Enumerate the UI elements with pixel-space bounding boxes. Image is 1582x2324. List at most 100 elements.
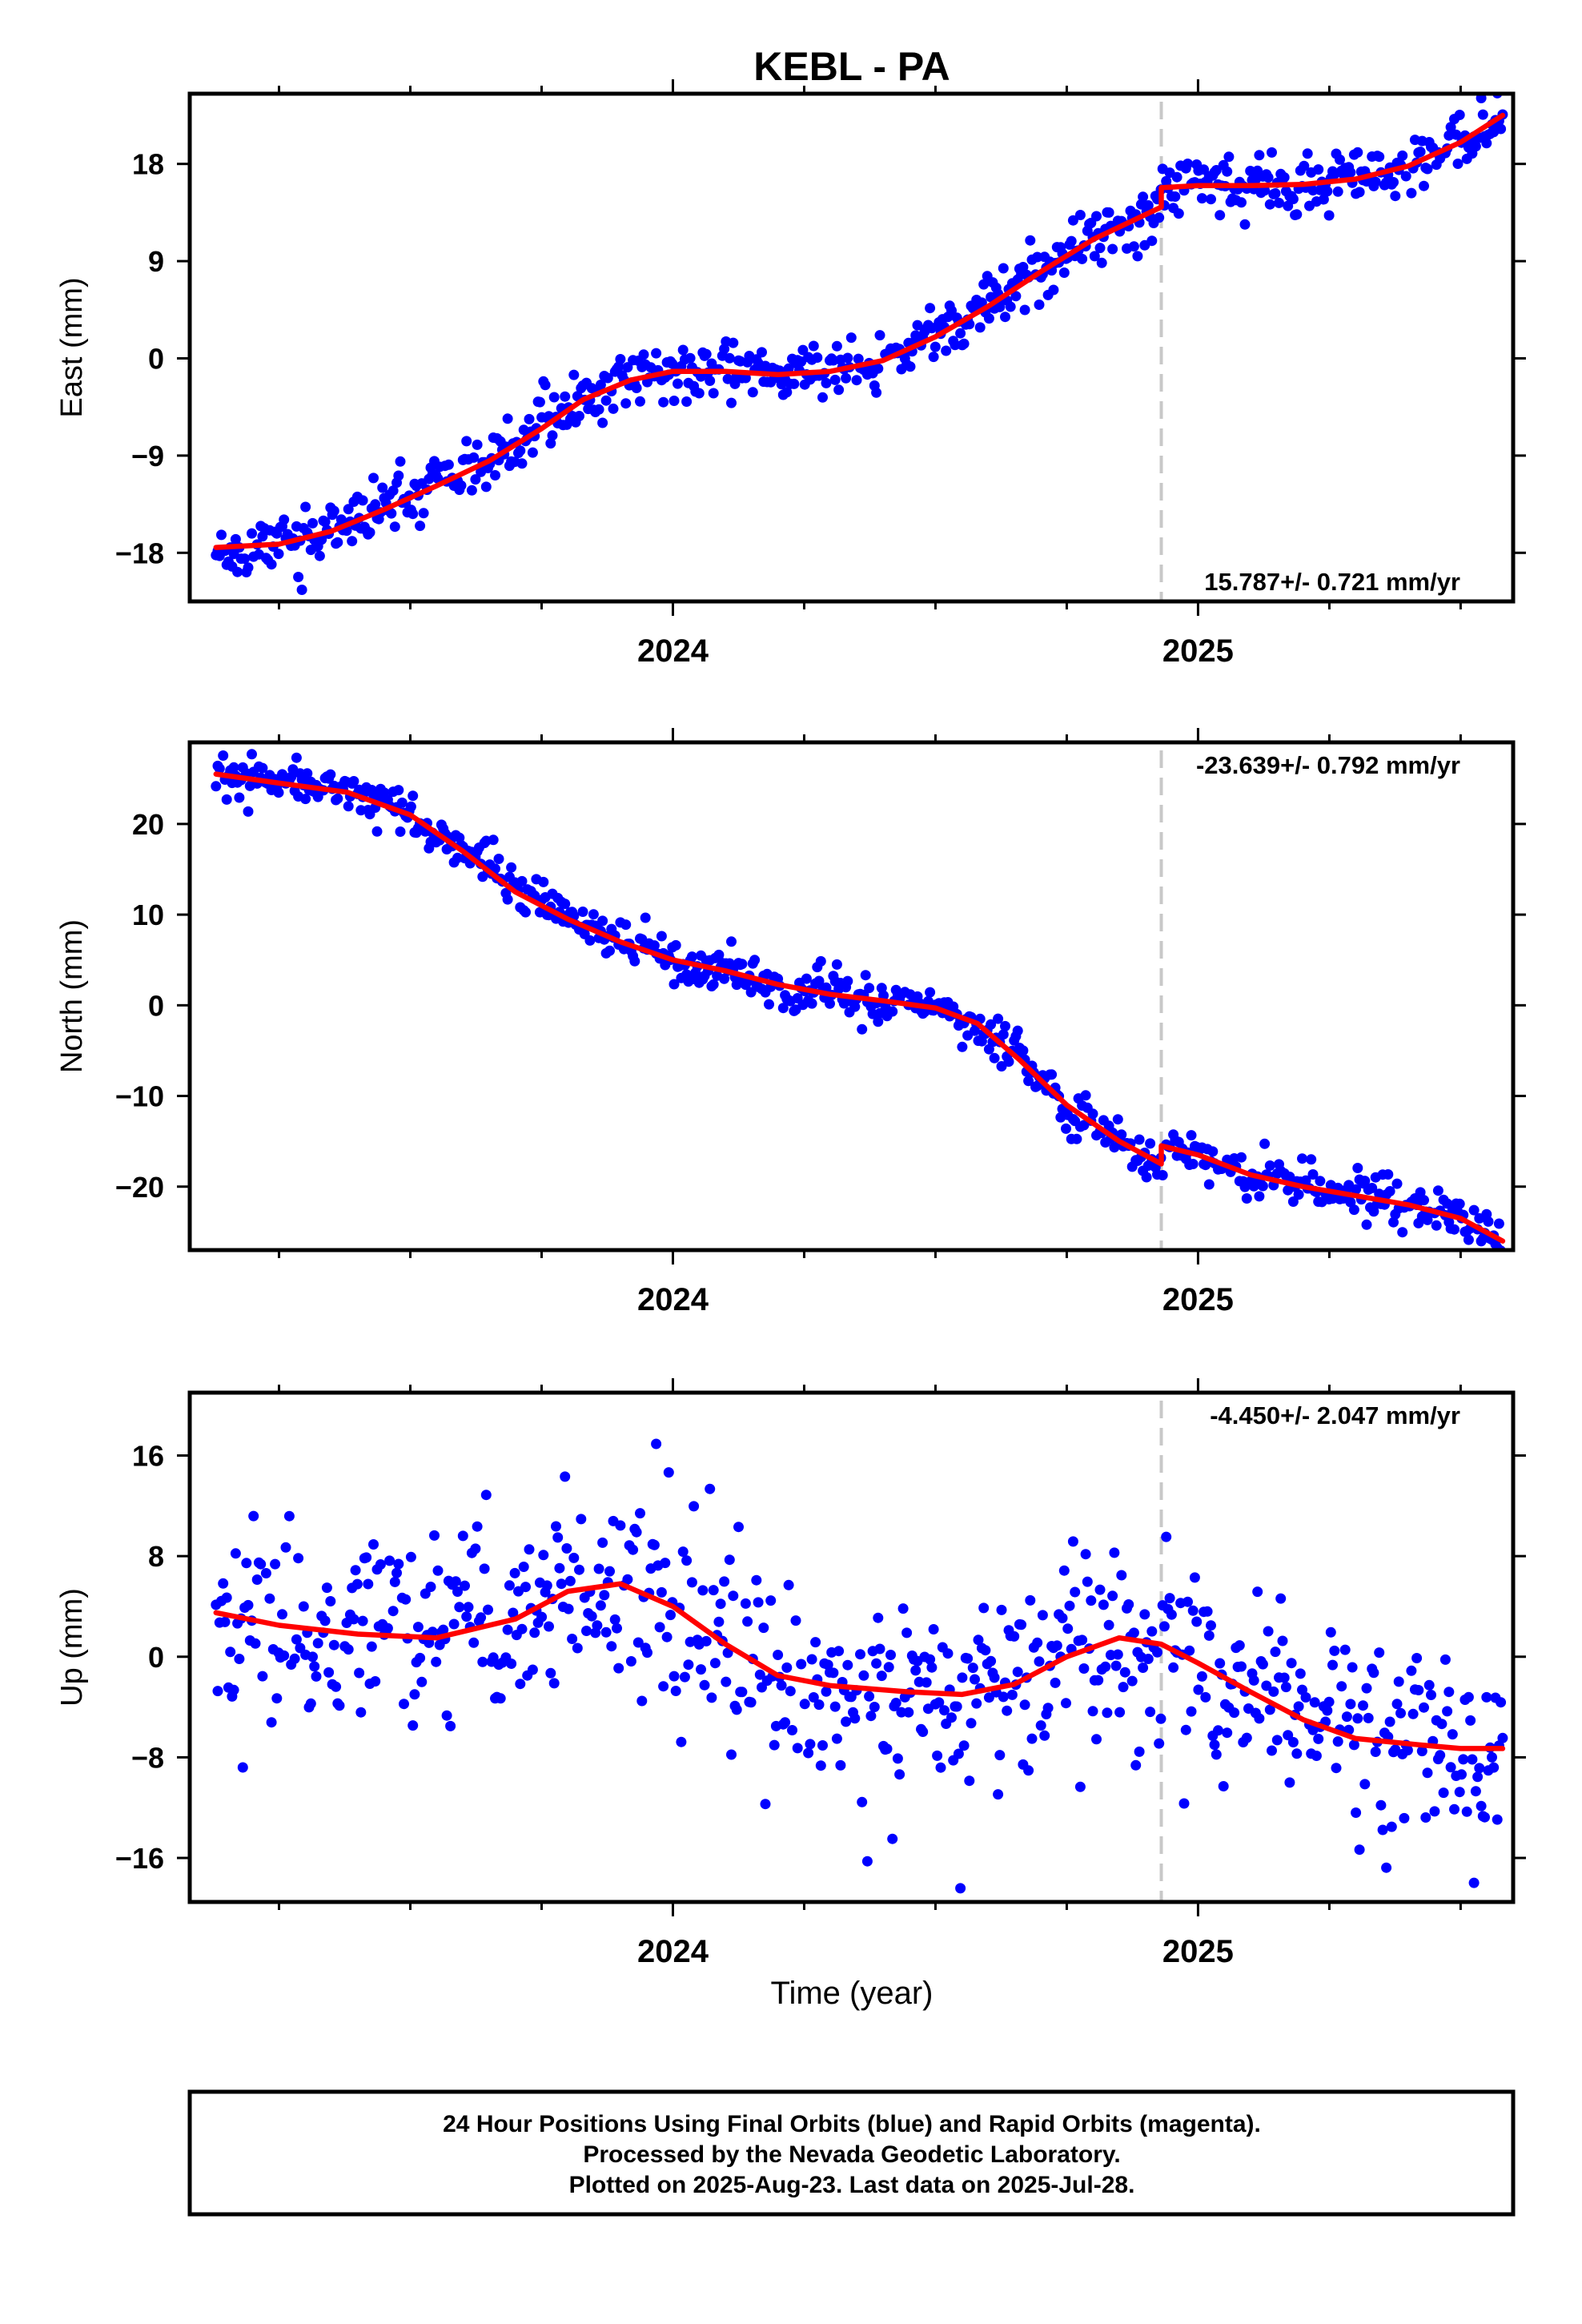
data-point bbox=[828, 1667, 839, 1679]
data-point bbox=[298, 1601, 309, 1612]
data-point bbox=[1110, 1660, 1122, 1671]
data-point bbox=[237, 1762, 248, 1773]
data-point bbox=[1009, 1630, 1020, 1642]
data-point bbox=[1279, 1672, 1290, 1683]
data-point bbox=[239, 553, 251, 565]
data-point bbox=[1277, 1635, 1288, 1647]
data-point bbox=[368, 472, 379, 484]
data-point bbox=[1449, 1803, 1460, 1815]
data-point bbox=[726, 1749, 737, 1760]
data-point bbox=[1018, 1045, 1029, 1056]
data-point bbox=[334, 1700, 345, 1711]
data-point bbox=[1293, 1701, 1304, 1712]
data-point bbox=[508, 1607, 519, 1618]
data-point bbox=[955, 1883, 966, 1894]
data-point bbox=[925, 1654, 936, 1665]
data-point bbox=[1368, 1206, 1379, 1217]
data-point bbox=[1429, 1806, 1440, 1817]
data-point bbox=[971, 1698, 982, 1709]
data-point bbox=[1128, 241, 1139, 252]
data-point bbox=[1347, 1662, 1358, 1673]
data-point bbox=[679, 1671, 690, 1683]
data-point bbox=[600, 395, 612, 406]
data-point bbox=[781, 387, 793, 398]
data-point bbox=[251, 1574, 263, 1585]
data-point bbox=[864, 983, 875, 994]
data-point bbox=[1119, 1667, 1130, 1678]
data-point bbox=[1058, 1565, 1070, 1576]
data-point bbox=[1145, 1138, 1156, 1149]
data-point bbox=[364, 527, 375, 538]
data-point bbox=[387, 1606, 399, 1617]
data-point bbox=[493, 854, 504, 864]
data-point bbox=[1139, 1609, 1150, 1620]
data-point bbox=[713, 949, 725, 960]
data-point bbox=[701, 1635, 712, 1647]
data-point bbox=[479, 1563, 490, 1574]
data-point bbox=[925, 303, 936, 314]
data-point bbox=[1329, 1645, 1340, 1656]
data-point bbox=[1461, 1806, 1472, 1817]
data-point bbox=[853, 353, 864, 364]
data-point bbox=[574, 411, 584, 421]
data-point bbox=[998, 1691, 1009, 1703]
data-point bbox=[769, 1739, 780, 1751]
data-point bbox=[1254, 150, 1265, 161]
data-points bbox=[211, 94, 1508, 595]
data-point bbox=[1016, 1619, 1027, 1630]
data-point bbox=[595, 1600, 606, 1611]
data-point bbox=[1345, 1699, 1356, 1710]
data-point bbox=[296, 585, 307, 595]
data-point bbox=[1361, 1683, 1372, 1694]
data-point bbox=[480, 1490, 492, 1501]
data-point bbox=[740, 372, 751, 384]
data-point bbox=[470, 1543, 481, 1554]
data-point bbox=[1211, 1749, 1222, 1760]
data-point bbox=[438, 1624, 449, 1635]
data-point bbox=[1100, 1661, 1111, 1672]
data-point bbox=[622, 362, 633, 373]
data-point bbox=[737, 1687, 748, 1698]
data-point bbox=[597, 1537, 608, 1548]
data-point bbox=[1259, 1138, 1271, 1149]
data-points bbox=[211, 749, 1508, 1270]
data-point bbox=[835, 1759, 846, 1771]
data-point bbox=[1196, 193, 1207, 204]
data-point bbox=[792, 1743, 803, 1754]
data-point bbox=[218, 750, 229, 761]
data-point bbox=[696, 1664, 706, 1675]
data-point bbox=[567, 1634, 578, 1644]
data-point bbox=[1386, 1821, 1397, 1832]
data-point bbox=[1091, 211, 1102, 222]
data-point bbox=[1309, 1697, 1320, 1708]
data-point bbox=[670, 1686, 681, 1696]
data-point bbox=[1474, 1763, 1485, 1774]
data-point bbox=[357, 495, 368, 506]
data-point bbox=[1497, 1732, 1508, 1743]
data-point bbox=[656, 1586, 667, 1598]
data-point bbox=[921, 1677, 932, 1688]
data-point bbox=[461, 436, 472, 447]
data-point bbox=[363, 1578, 374, 1590]
data-point bbox=[228, 762, 239, 773]
data-point bbox=[302, 768, 313, 779]
data-point bbox=[332, 793, 343, 804]
data-point bbox=[1402, 1745, 1413, 1755]
data-point bbox=[1487, 1751, 1497, 1763]
data-point bbox=[883, 1662, 894, 1673]
data-point bbox=[1497, 1260, 1508, 1270]
data-point bbox=[686, 951, 697, 963]
data-point bbox=[1351, 1807, 1362, 1818]
data-point bbox=[593, 1563, 604, 1574]
data-point bbox=[873, 1016, 884, 1027]
data-point bbox=[1332, 186, 1343, 197]
data-point bbox=[1164, 1593, 1175, 1604]
data-point bbox=[588, 909, 599, 920]
data-point bbox=[1051, 1640, 1062, 1651]
data-point bbox=[1142, 1654, 1154, 1664]
data-point bbox=[1295, 1668, 1306, 1679]
data-point bbox=[1419, 180, 1429, 191]
data-point bbox=[946, 1712, 957, 1723]
data-point bbox=[874, 1643, 885, 1655]
data-point bbox=[1359, 1779, 1371, 1790]
